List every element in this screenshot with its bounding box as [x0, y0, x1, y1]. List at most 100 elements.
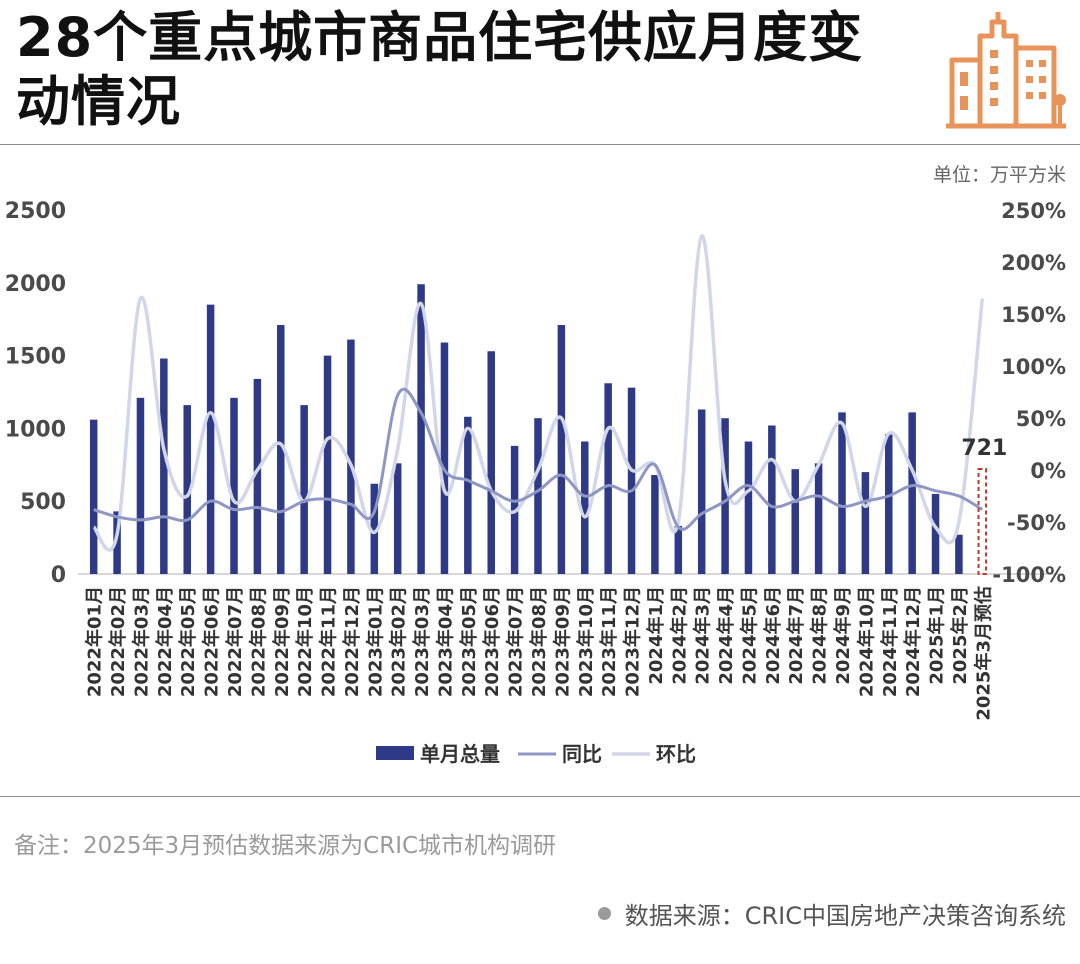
- supply-bar: [464, 416, 472, 574]
- right-axis-tick-label: 200%: [1001, 251, 1066, 275]
- x-axis-tick-label: 2024年11月: [879, 586, 901, 697]
- x-axis-tick-label: 2023年12月: [622, 586, 644, 697]
- supply-bar: [721, 418, 729, 574]
- right-axis-tick-label: 0%: [1030, 459, 1066, 483]
- supply-bar: [277, 325, 285, 574]
- x-axis-tick-label: 2024年6月: [762, 586, 784, 685]
- source-line: 数据来源：CRIC中国房地产决策咨询系统: [597, 896, 1066, 931]
- yoy-line: [93, 387, 984, 531]
- note-text: 备注：2025年3月预估数据来源为CRIC城市机构调研: [14, 833, 557, 859]
- supply-bar: [861, 472, 870, 574]
- x-axis-tick-label: 2022年10月: [294, 586, 316, 697]
- supply-bar: [136, 397, 145, 574]
- x-axis-tick-label: 2024年8月: [809, 586, 831, 685]
- x-axis-tick-label: 2024年12月: [902, 586, 924, 697]
- right-axis-tick-label: -50%: [1007, 511, 1066, 535]
- supply-bar: [300, 405, 308, 574]
- supply-bar: [183, 405, 191, 574]
- city-buildings-logo-icon: [946, 12, 1066, 129]
- right-axis-tick-label: 250%: [1001, 199, 1066, 223]
- right-axis-tick-label: 100%: [1001, 355, 1066, 379]
- x-axis-tick-label: 2022年06月: [201, 586, 223, 697]
- x-axis-tick-label: 2022年05月: [177, 586, 199, 697]
- supply-bar: [323, 355, 332, 574]
- x-axis-tick-label: 2024年9月: [832, 586, 854, 685]
- x-axis-tick-label: 2022年03月: [130, 586, 152, 697]
- x-axis-tick-label: 2022年09月: [271, 586, 293, 697]
- left-axis-tick-label: 0: [51, 563, 66, 588]
- x-axis-tick-label: 2024年4月: [715, 586, 737, 685]
- x-axis-tick-label: 2023年01月: [364, 586, 386, 697]
- mom-line: [92, 234, 985, 552]
- x-axis-tick-label: 2025年3月预估: [972, 586, 994, 721]
- x-axis-tick-label: 2025年1月: [926, 586, 948, 685]
- right-axis-tick-label: -100%: [992, 563, 1066, 587]
- left-axis-tick-label: 2000: [5, 272, 66, 297]
- x-axis-tick-label: 2022年04月: [154, 586, 176, 697]
- x-axis-tick-label: 2022年11月: [318, 586, 340, 697]
- supply-chart: 0 500 1000 1500 2000 2500 -100% -50% 0% 50% 100% 1…: [5, 199, 1066, 766]
- supply-bar: [534, 418, 542, 574]
- forecast-bar: [977, 468, 988, 575]
- legend-bar-swatch: [376, 746, 414, 760]
- supply-bar: [791, 469, 799, 574]
- supply-bar: [627, 387, 636, 574]
- right-axis-tick-label: 150%: [1001, 303, 1066, 327]
- supply-bar: [955, 534, 963, 574]
- x-axis-tick-label: 2023年05月: [458, 586, 480, 697]
- supply-bar: [393, 463, 402, 574]
- legend-mom-label: 环比: [656, 742, 696, 766]
- legend-yoy-label: 同比: [562, 742, 602, 766]
- x-axis-tick-label: 2023年02月: [388, 586, 410, 697]
- supply-bar: [838, 412, 846, 574]
- supply-bar: [931, 493, 940, 574]
- supply-bar: [697, 409, 706, 574]
- supply-bar: [417, 284, 425, 574]
- left-axis-tick-label: 1000: [5, 417, 66, 442]
- header-divider: [0, 144, 1080, 145]
- supply-bar: [206, 304, 215, 574]
- x-axis-tick-label: 2024年2月: [668, 586, 690, 685]
- x-axis-tick-label: 2023年03月: [411, 586, 433, 697]
- right-axis-tick-label: 50%: [1016, 407, 1066, 431]
- supply-bar: [230, 397, 238, 574]
- supply-bar: [651, 474, 659, 574]
- x-axis-tick-label: 2024年10月: [855, 586, 877, 697]
- supply-bar: [604, 383, 612, 574]
- x-axis-tick-label: 2023年07月: [505, 586, 527, 697]
- x-axis-tick-label: 2023年06月: [481, 586, 503, 697]
- x-axis-tick-label: 2022年02月: [107, 586, 129, 697]
- unit-label: 单位：万平方米: [932, 164, 1066, 186]
- x-axis-tick-label: 2022年07月: [224, 586, 246, 697]
- left-axis-tick-label: 2500: [5, 199, 66, 224]
- x-axis-tick-label: 2024年1月: [645, 586, 667, 685]
- x-axis-tick-label: 2023年11月: [598, 586, 620, 697]
- supply-bar: [113, 511, 121, 574]
- x-axis-tick-label: 2023年10月: [575, 586, 597, 697]
- left-axis-tick-label: 500: [20, 490, 66, 515]
- bullet-dot-icon: [597, 907, 611, 920]
- supply-bar: [440, 342, 449, 574]
- supply-bar: [160, 358, 168, 574]
- supply-bar: [744, 441, 753, 574]
- chart-title: 28个重点城市商品住宅供应月度变动情况: [16, 6, 864, 133]
- supply-bar: [253, 378, 262, 574]
- x-axis-tick-label: 2024年5月: [738, 586, 760, 685]
- supply-bar: [89, 419, 98, 574]
- supply-bar: [908, 412, 916, 574]
- supply-bar: [557, 325, 566, 574]
- x-axis-tick-label: 2023年08月: [528, 586, 550, 697]
- footer-divider: [0, 796, 1080, 797]
- left-axis-tick-label: 1500: [5, 345, 66, 370]
- x-axis-tick-label: 2022年08月: [247, 586, 269, 697]
- x-axis-tick-label: 2022年12月: [341, 586, 363, 697]
- supply-bar: [487, 351, 495, 574]
- source-text: 数据来源：CRIC中国房地产决策咨询系统: [624, 902, 1066, 930]
- supply-bar: [370, 483, 379, 574]
- x-axis-tick-label: 2022年01月: [84, 586, 106, 697]
- supply-bar: [885, 434, 893, 574]
- x-axis-tick-label: 2023年04月: [434, 586, 456, 697]
- x-axis-tick-label: 2024年7月: [785, 586, 807, 685]
- forecast-value-label: 721: [961, 436, 1007, 461]
- supply-bar: [347, 339, 355, 574]
